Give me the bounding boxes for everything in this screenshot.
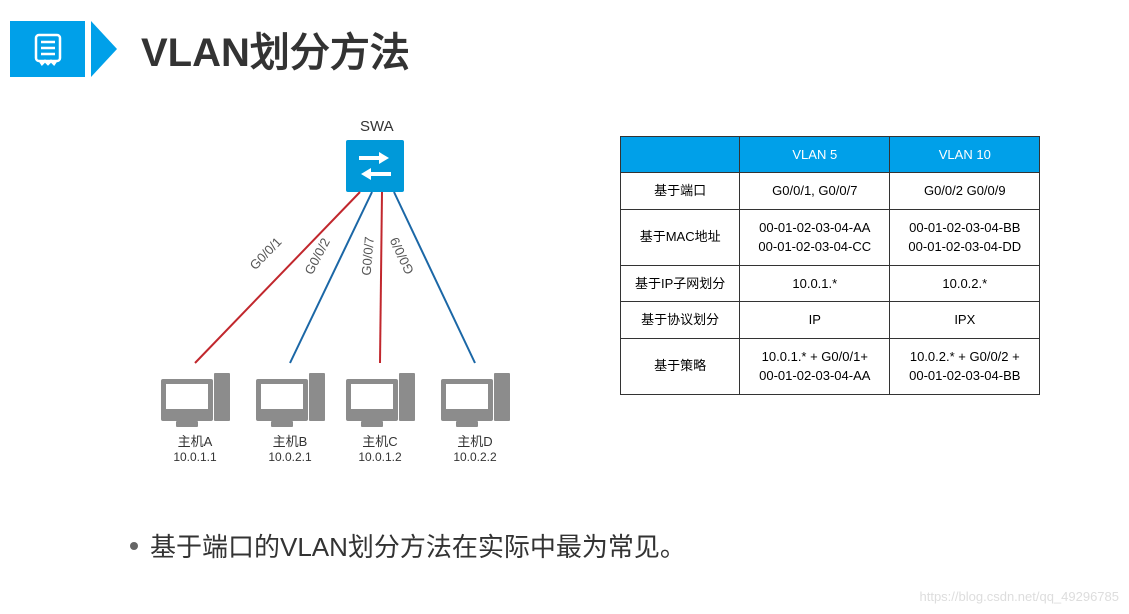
table-cell: 10.0.2.* + G0/0/2 + 00-01-02-03-04-BB bbox=[890, 338, 1040, 394]
port-label: G0/0/1 bbox=[247, 234, 285, 272]
computer-icon bbox=[156, 363, 234, 421]
table-cell: 00-01-02-03-04-AA 00-01-02-03-04-CC bbox=[740, 209, 890, 265]
footer-text: 基于端口的VLAN划分方法在实际中最为常见。 bbox=[150, 527, 686, 564]
table-cell: IP bbox=[740, 302, 890, 339]
port-label: G0/0/2 bbox=[301, 236, 333, 278]
content-area: SWA G0/0/1G0/0/2G0/0/7G0/0/9主机A10.0.1.1主… bbox=[0, 78, 1129, 498]
page-title: VLAN划分方法 bbox=[141, 20, 410, 78]
switch-label: SWA bbox=[360, 118, 394, 135]
table-header-cell: VLAN 10 bbox=[890, 137, 1040, 173]
host-ip: 10.0.2.2 bbox=[436, 450, 514, 464]
port-label: G0/0/7 bbox=[359, 236, 377, 276]
host-ip: 10.0.1.1 bbox=[156, 450, 234, 464]
header: VLAN划分方法 bbox=[0, 0, 1129, 78]
table-header-row: VLAN 5VLAN 10 bbox=[621, 137, 1040, 173]
table-cell: G0/0/2 G0/0/9 bbox=[890, 173, 1040, 210]
host: 主机D10.0.2.2 bbox=[436, 363, 514, 464]
host: 主机C10.0.1.2 bbox=[341, 363, 419, 464]
network-link bbox=[394, 192, 475, 363]
table-header-cell: VLAN 5 bbox=[740, 137, 890, 173]
table-row: 基于IP子网划分10.0.1.*10.0.2.* bbox=[621, 265, 1040, 302]
network-diagram: SWA G0/0/1G0/0/2G0/0/7G0/0/9主机A10.0.1.1主… bbox=[80, 118, 580, 498]
table-cell: G0/0/1, G0/0/7 bbox=[740, 173, 890, 210]
table-cell: 10.0.1.* + G0/0/1+ 00-01-02-03-04-AA bbox=[740, 338, 890, 394]
table-cell: 00-01-02-03-04-BB 00-01-02-03-04-DD bbox=[890, 209, 1040, 265]
table-body: 基于端口G0/0/1, G0/0/7G0/0/2 G0/0/9基于MAC地址00… bbox=[621, 173, 1040, 395]
table-cell: 基于IP子网划分 bbox=[621, 265, 740, 302]
table-header-cell bbox=[621, 137, 740, 173]
table-cell: 10.0.1.* bbox=[740, 265, 890, 302]
table-cell: 基于策略 bbox=[621, 338, 740, 394]
table-cell: IPX bbox=[890, 302, 1040, 339]
table-cell: 10.0.2.* bbox=[890, 265, 1040, 302]
host-ip: 10.0.2.1 bbox=[251, 450, 329, 464]
table-row: 基于MAC地址00-01-02-03-04-AA 00-01-02-03-04-… bbox=[621, 209, 1040, 265]
watermark: https://blog.csdn.net/qq_49296785 bbox=[920, 589, 1120, 604]
table-cell: 基于端口 bbox=[621, 173, 740, 210]
computer-icon bbox=[436, 363, 514, 421]
bullet-icon bbox=[130, 542, 138, 550]
footer: 基于端口的VLAN划分方法在实际中最为常见。 bbox=[0, 527, 686, 564]
host-name: 主机B bbox=[251, 431, 329, 450]
host-ip: 10.0.1.2 bbox=[341, 450, 419, 464]
network-link bbox=[195, 192, 360, 363]
computer-icon bbox=[251, 363, 329, 421]
table-cell: 基于MAC地址 bbox=[621, 209, 740, 265]
host-name: 主机A bbox=[156, 431, 234, 450]
host: 主机A10.0.1.1 bbox=[156, 363, 234, 464]
host-name: 主机D bbox=[436, 431, 514, 450]
document-icon bbox=[10, 21, 85, 77]
network-link bbox=[290, 192, 372, 363]
vlan-table: VLAN 5VLAN 10 基于端口G0/0/1, G0/0/7G0/0/2 G… bbox=[620, 136, 1040, 395]
computer-icon bbox=[341, 363, 419, 421]
network-link bbox=[380, 192, 382, 363]
header-icon-block bbox=[10, 21, 117, 77]
port-label: G0/0/9 bbox=[387, 235, 417, 277]
table-row: 基于协议划分IPIPX bbox=[621, 302, 1040, 339]
host: 主机B10.0.2.1 bbox=[251, 363, 329, 464]
table-cell: 基于协议划分 bbox=[621, 302, 740, 339]
vlan-table-area: VLAN 5VLAN 10 基于端口G0/0/1, G0/0/7G0/0/2 G… bbox=[620, 136, 1040, 498]
table-row: 基于端口G0/0/1, G0/0/7G0/0/2 G0/0/9 bbox=[621, 173, 1040, 210]
arrow-icon bbox=[91, 21, 117, 77]
table-row: 基于策略10.0.1.* + G0/0/1+ 00-01-02-03-04-AA… bbox=[621, 338, 1040, 394]
host-name: 主机C bbox=[341, 431, 419, 450]
switch-icon bbox=[346, 140, 404, 192]
